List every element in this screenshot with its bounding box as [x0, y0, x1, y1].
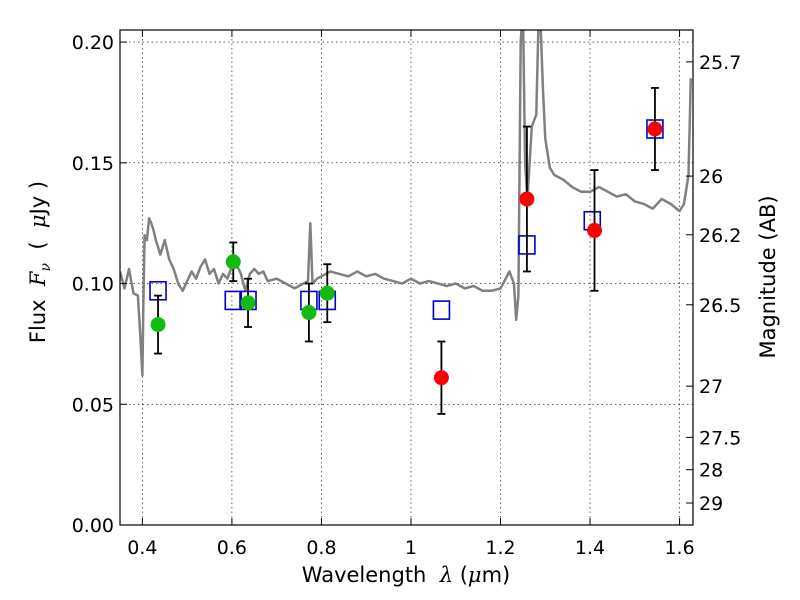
x-tick-label: 1.6 [664, 537, 694, 559]
mag-tick-label: 28 [699, 460, 723, 482]
x-tick-label: 1 [405, 537, 417, 559]
bin-square-marker [224, 290, 243, 311]
data-point-marker [647, 121, 663, 137]
data-point-marker [240, 295, 256, 311]
mag-tick-label: 25.7 [699, 52, 741, 74]
mag-tick-label: 27.5 [699, 427, 741, 449]
x-tick-label: 0.8 [306, 537, 336, 559]
data-point-marker [433, 370, 449, 386]
data-point-marker [150, 317, 166, 333]
data-point-marker [519, 191, 535, 207]
y-tick-label: 0.10 [72, 274, 114, 296]
mag-tick-label: 27 [699, 376, 723, 398]
bin-square-marker [432, 300, 451, 320]
data-point-marker [319, 285, 335, 301]
data-point-marker [301, 305, 317, 321]
mag-tick-label: 26.2 [699, 225, 741, 247]
plot-frame [119, 29, 694, 526]
y-tick-label: 0.05 [72, 394, 114, 416]
mag-tick-label: 29 [699, 493, 723, 515]
model-spectrum [120, 30, 693, 377]
data-point-marker [587, 222, 603, 238]
y-tick-label: 0.20 [72, 32, 114, 54]
x-tick-label: 0.4 [127, 537, 157, 559]
mag-tick-label: 26 [699, 166, 723, 188]
axis-ticks: 0.4 0.6 0.8 1 1.2 1.4 1.6 0.00 0.05 0.10 0.15 0.20 2… [72, 30, 741, 559]
x-tick-label: 1.4 [575, 537, 605, 559]
mag-tick-label: 26.5 [699, 295, 741, 317]
y-tick-label: 0.15 [72, 153, 114, 175]
y-axis-label: Flux Fν ( μJy ) [26, 181, 54, 343]
x-axis-label: Wavelength λ (μm) [302, 563, 510, 587]
y-tick-label: 0.00 [72, 515, 114, 537]
data-markers [149, 87, 664, 415]
grid-lines [120, 30, 693, 526]
model-spectrum-line [120, 30, 693, 377]
x-tick-label: 1.2 [485, 537, 515, 559]
x-tick-label: 0.6 [217, 537, 247, 559]
data-point-marker [225, 254, 241, 270]
magnitude-axis-label: Magnitude (AB) [756, 195, 780, 358]
